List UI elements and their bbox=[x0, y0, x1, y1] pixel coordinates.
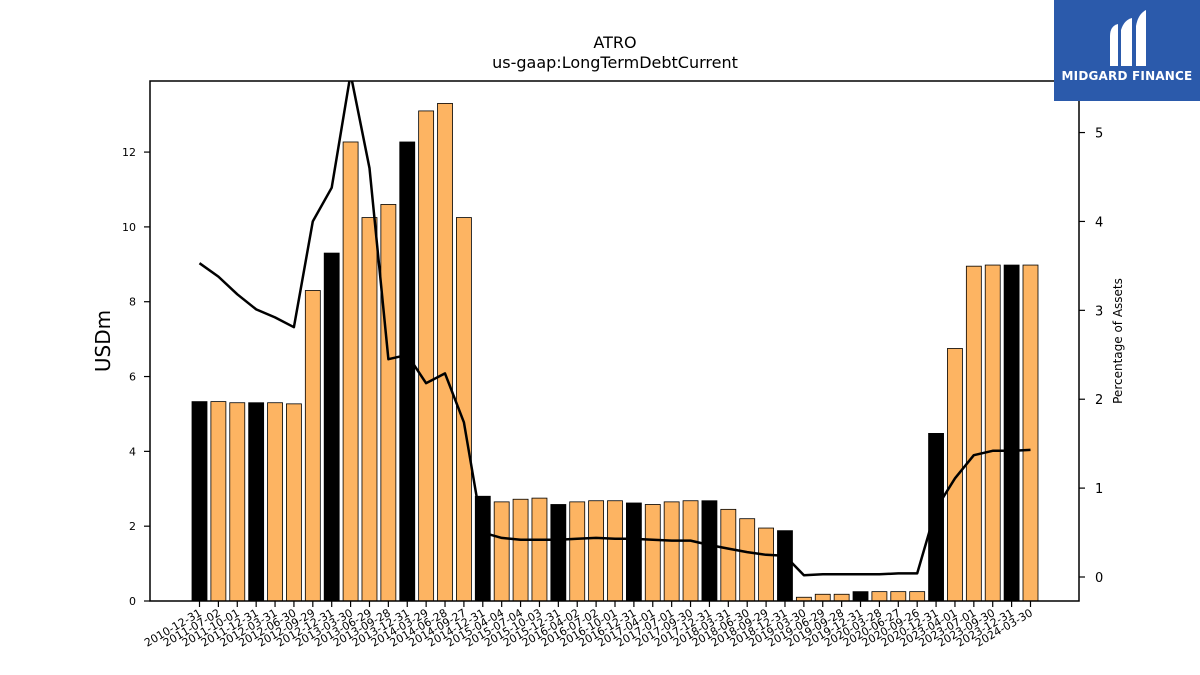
bar bbox=[550, 504, 567, 602]
brand-logo: MIDGARD FINANCE bbox=[1054, 0, 1200, 101]
bar bbox=[739, 518, 756, 602]
y-tick-label: 8 bbox=[129, 296, 136, 309]
bar bbox=[418, 110, 435, 602]
bar bbox=[1022, 264, 1039, 602]
bar bbox=[323, 252, 340, 602]
bar bbox=[814, 593, 831, 602]
line-series bbox=[198, 81, 1031, 577]
y-tick-label: 10 bbox=[122, 221, 136, 234]
bar bbox=[984, 264, 1001, 602]
bar bbox=[569, 501, 586, 602]
y2-tick-label: 2 bbox=[1095, 393, 1103, 408]
bar bbox=[437, 103, 453, 602]
y2-tick-label: 1 bbox=[1095, 482, 1103, 497]
bar bbox=[342, 141, 359, 602]
percentage-line bbox=[198, 81, 1031, 577]
y2-axis-label: Percentage of Assets bbox=[1111, 278, 1125, 404]
bar bbox=[777, 530, 793, 602]
y-axis-label: USDm bbox=[91, 310, 115, 372]
y2-tick-label: 4 bbox=[1095, 215, 1103, 230]
bar bbox=[210, 401, 227, 602]
bar bbox=[947, 348, 963, 602]
logo-text: MIDGARD FINANCE bbox=[1061, 69, 1193, 83]
y2-tick-label: 5 bbox=[1095, 127, 1103, 142]
y-tick-label: 2 bbox=[129, 520, 136, 533]
bar bbox=[380, 204, 397, 602]
bar-series bbox=[191, 103, 1039, 602]
bar bbox=[720, 508, 737, 602]
bar bbox=[890, 591, 907, 602]
y-tick-label: 4 bbox=[129, 445, 136, 458]
y2-tick-label: 0 bbox=[1095, 571, 1103, 586]
bar bbox=[191, 401, 208, 602]
bar bbox=[1003, 264, 1020, 602]
bar bbox=[361, 217, 378, 602]
bar bbox=[267, 402, 283, 602]
bar bbox=[909, 591, 926, 602]
bar bbox=[512, 498, 529, 602]
x-axis: 2010-12-312011-07-022011-10-012011-12-31… bbox=[142, 601, 1035, 650]
logo-mark-icon bbox=[1110, 10, 1146, 66]
bar bbox=[229, 402, 246, 602]
bar bbox=[701, 500, 718, 602]
bar bbox=[399, 141, 416, 602]
bar bbox=[758, 527, 774, 602]
bar bbox=[928, 433, 944, 602]
bar bbox=[588, 500, 605, 602]
bar bbox=[663, 501, 680, 602]
left-axis: 0 2 4 6 8 10 12 bbox=[122, 146, 150, 608]
bar bbox=[607, 500, 623, 602]
bar bbox=[682, 500, 699, 602]
bar bbox=[248, 402, 265, 602]
y-tick-label: 6 bbox=[129, 371, 136, 384]
y-tick-label: 12 bbox=[122, 146, 136, 159]
chart-title: ATRO bbox=[593, 33, 636, 52]
bar bbox=[474, 495, 491, 602]
right-axis: 0 1 2 3 4 5 bbox=[1079, 127, 1103, 586]
y-tick-label: 0 bbox=[129, 595, 136, 608]
bar bbox=[852, 591, 869, 602]
y2-tick-label: 3 bbox=[1095, 304, 1103, 319]
bar bbox=[833, 593, 850, 602]
chart-subtitle: us-gaap:LongTermDebtCurrent bbox=[492, 53, 738, 72]
bar bbox=[531, 497, 548, 602]
bar bbox=[286, 403, 302, 602]
bar bbox=[493, 501, 510, 602]
bar bbox=[625, 502, 642, 602]
bar bbox=[965, 265, 982, 602]
bar bbox=[644, 504, 661, 602]
bar bbox=[871, 591, 888, 602]
bar bbox=[304, 290, 321, 602]
